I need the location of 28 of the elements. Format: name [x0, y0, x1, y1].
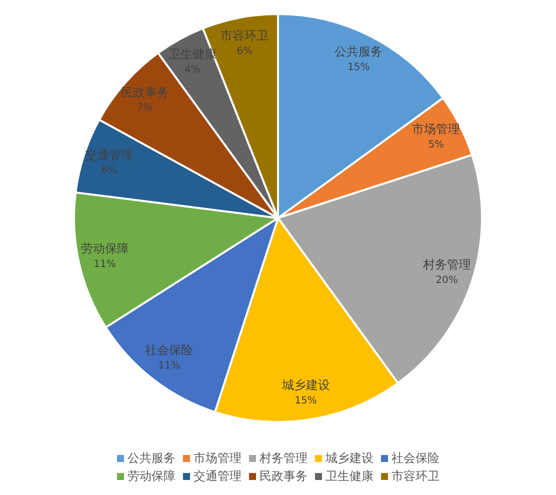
slice-label: 劳动保障 — [80, 241, 129, 256]
slice-label: 市场管理 — [412, 122, 460, 136]
legend-label: 民政事务 — [260, 468, 308, 484]
slice-label: 民政事务 — [120, 85, 169, 100]
legend-label: 劳动保障 — [128, 468, 176, 484]
slice-label: 城乡建设 — [280, 378, 330, 392]
data-label: 5% — [428, 140, 444, 151]
data-label: 11% — [94, 258, 116, 270]
legend-label: 村务管理 — [260, 450, 308, 466]
legend-label: 城乡建设 — [326, 450, 374, 466]
slice-label: 村务管理 — [422, 257, 471, 272]
legend-label: 社会保险 — [392, 450, 440, 466]
slice-label: 交通管理 — [85, 148, 134, 162]
data-label: 7% — [136, 102, 153, 114]
data-label: 20% — [436, 274, 458, 286]
slice-label: 社会保险 — [145, 342, 194, 357]
data-label: 6% — [236, 46, 253, 57]
data-label: 15% — [294, 395, 317, 406]
slice-label: 公共服务 — [334, 44, 383, 58]
legend-label: 公共服务 — [128, 450, 176, 466]
data-label: 15% — [347, 62, 370, 73]
legend-label: 卫生健康 — [326, 468, 374, 484]
data-label: 6% — [101, 165, 118, 176]
legend-label: 交通管理 — [194, 468, 242, 484]
data-label: 11% — [158, 360, 180, 372]
legend-label: 市容环卫 — [392, 468, 440, 484]
slice-label: 市容环卫 — [220, 28, 269, 42]
legend-label: 市场管理 — [194, 450, 242, 466]
